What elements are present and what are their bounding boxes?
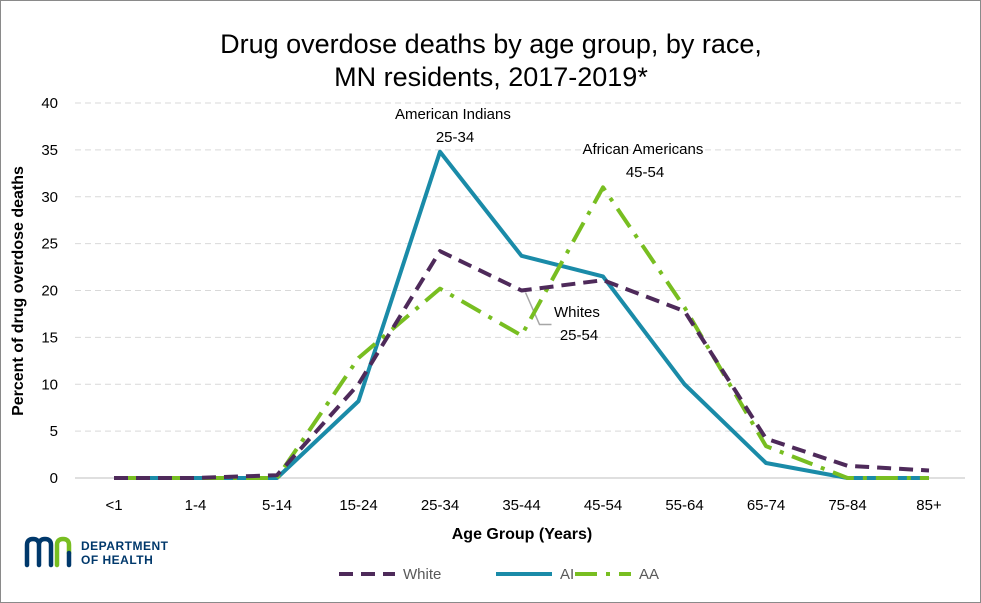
x-axis-title: Age Group (Years) <box>452 526 592 543</box>
annotation-american-indians-line-2: 25-34 <box>436 129 474 146</box>
x-tick-label: 85+ <box>916 497 942 514</box>
legend-label-aa: AA <box>639 566 659 583</box>
annotation-whites-line-1: Whites <box>554 304 600 321</box>
series-line-aa <box>114 185 929 480</box>
series-line-white <box>114 249 930 480</box>
annotation-whites: Whites 25-54 <box>554 304 604 344</box>
y-tick-label: 15 <box>41 329 58 346</box>
annotation-african-americans-line-2: 45-54 <box>626 164 664 181</box>
x-tick-label: 65-74 <box>747 497 785 514</box>
x-tick-labels: <1 1-4 5-14 15-24 25-34 35-44 45-54 55-64 65-74 7… <box>105 497 942 514</box>
annotation-american-indians: American Indians 25-34 <box>395 106 515 146</box>
x-tick-label: <1 <box>105 497 122 514</box>
y-tick-label: 25 <box>41 236 58 253</box>
logo-text-line-1: DEPARTMENT <box>81 539 169 553</box>
y-axis-title: Percent of drug overdose deaths <box>10 166 27 416</box>
y-tick-label: 20 <box>41 283 58 300</box>
annotation-american-indians-line-1: American Indians <box>395 106 511 123</box>
x-tick-label: 35-44 <box>502 497 540 514</box>
annotation-african-americans: African Americans 45-54 <box>582 141 707 181</box>
chart-title-line-2: MN residents, 2017-2019* <box>334 62 648 92</box>
chart-title-line-1: Drug overdose deaths by age group, by ra… <box>220 29 762 59</box>
mn-logo-mark-icon <box>24 536 72 568</box>
y-tick-labels: 0 5 10 15 20 25 30 35 40 <box>41 95 58 487</box>
series-lines <box>114 149 930 480</box>
y-tick-label: 40 <box>41 95 58 112</box>
legend: White AI AA <box>339 566 659 583</box>
annotation-whites-line-2: 25-54 <box>560 327 598 344</box>
annotation-leaders <box>524 292 552 326</box>
legend-label-ai: AI <box>560 566 574 583</box>
x-tick-label: 45-54 <box>584 497 622 514</box>
series-line-ai <box>114 149 929 480</box>
annotation-african-americans-line-1: African Americans <box>582 141 703 158</box>
y-tick-label: 5 <box>50 423 58 440</box>
logo-text-line-2: OF HEALTH <box>81 553 153 567</box>
x-tick-label: 25-34 <box>421 497 459 514</box>
y-tick-label: 35 <box>41 142 58 159</box>
annotation-leader-line <box>524 292 552 326</box>
x-tick-label: 5-14 <box>262 497 292 514</box>
mn-department-of-health-logo: DEPARTMENT OF HEALTH <box>24 536 169 568</box>
y-tick-label: 0 <box>50 470 58 487</box>
y-tick-label: 30 <box>41 189 58 206</box>
y-tick-label: 10 <box>41 376 58 393</box>
x-tick-label: 75-84 <box>828 497 866 514</box>
x-tick-label: 15-24 <box>339 497 377 514</box>
x-tick-label: 1-4 <box>185 497 207 514</box>
legend-label-white: White <box>403 566 441 583</box>
x-tick-label: 55-64 <box>665 497 703 514</box>
